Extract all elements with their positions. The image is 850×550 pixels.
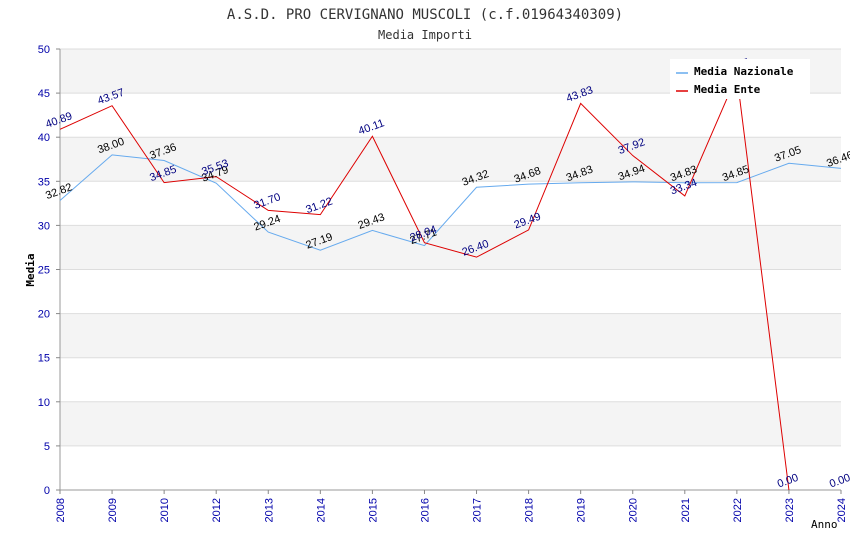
- y-ticks: 0 5 10 15 20 25 30 35 40 45 50: [38, 44, 60, 497]
- y-tick-label: 10: [38, 397, 50, 409]
- plot-band: [60, 225, 841, 270]
- x-tick-label: 2021: [680, 498, 692, 522]
- series-line-media-nazionale: [59, 154, 842, 251]
- y-tick-label: 15: [38, 353, 50, 365]
- x-tick-label: 2015: [367, 498, 379, 522]
- legend: Media Nazionale Media Ente: [670, 59, 810, 99]
- x-tick-label: 2019: [576, 498, 588, 522]
- plot-band: [60, 269, 841, 314]
- x-tick-label: 2020: [628, 498, 640, 522]
- x-tick-label: 2008: [55, 498, 67, 522]
- y-axis-label: Media: [24, 253, 37, 286]
- legend-box: [670, 59, 810, 99]
- y-tick-label: 30: [38, 220, 50, 232]
- plot-band: [60, 357, 841, 402]
- x-tick-label: 2018: [524, 498, 536, 522]
- data-label: 0.00: [828, 472, 850, 491]
- y-tick-label: 35: [38, 176, 50, 188]
- x-tick-label: 2016: [419, 498, 431, 522]
- chart-subtitle: Media Importi: [378, 28, 472, 42]
- x-tick-label: 2012: [211, 498, 223, 522]
- legend-label-media-nazionale: Media Nazionale: [694, 65, 794, 78]
- y-tick-label: 50: [38, 44, 50, 56]
- x-tick-label: 2013: [263, 498, 275, 522]
- plot-band: [60, 93, 841, 138]
- plot-band: [60, 445, 841, 490]
- x-tick-label: 2009: [107, 498, 119, 522]
- series-line-media-ente: [59, 73, 790, 491]
- x-tick-label: 2010: [159, 498, 171, 522]
- x-tick-label: 2017: [472, 498, 484, 522]
- plot-band: [60, 181, 841, 226]
- series-lines: [59, 73, 842, 491]
- x-axis-label: Anno: [811, 518, 838, 531]
- plot-bands: [60, 49, 841, 490]
- plot-band: [60, 401, 841, 446]
- plot-band: [60, 313, 841, 358]
- x-tick-label: 2024: [836, 498, 848, 522]
- plot-band: [60, 137, 841, 182]
- x-tick-label: 2023: [784, 498, 796, 522]
- legend-label-media-ente: Media Ente: [694, 83, 761, 96]
- x-ticks: 2008 2009 2010 2012 2013 2014 2015 2016 2017 2018…: [55, 490, 848, 522]
- y-tick-label: 20: [38, 309, 50, 321]
- y-tick-label: 25: [38, 265, 50, 277]
- y-tick-label: 5: [44, 441, 50, 453]
- chart-title: A.S.D. PRO CERVIGNANO MUSCOLI (c.f.01964…: [227, 7, 623, 23]
- x-tick-label: 2014: [315, 498, 327, 522]
- x-tick-label: 2022: [732, 498, 744, 522]
- y-tick-label: 40: [38, 132, 50, 144]
- y-tick-label: 45: [38, 88, 50, 100]
- y-tick-label: 0: [44, 485, 50, 497]
